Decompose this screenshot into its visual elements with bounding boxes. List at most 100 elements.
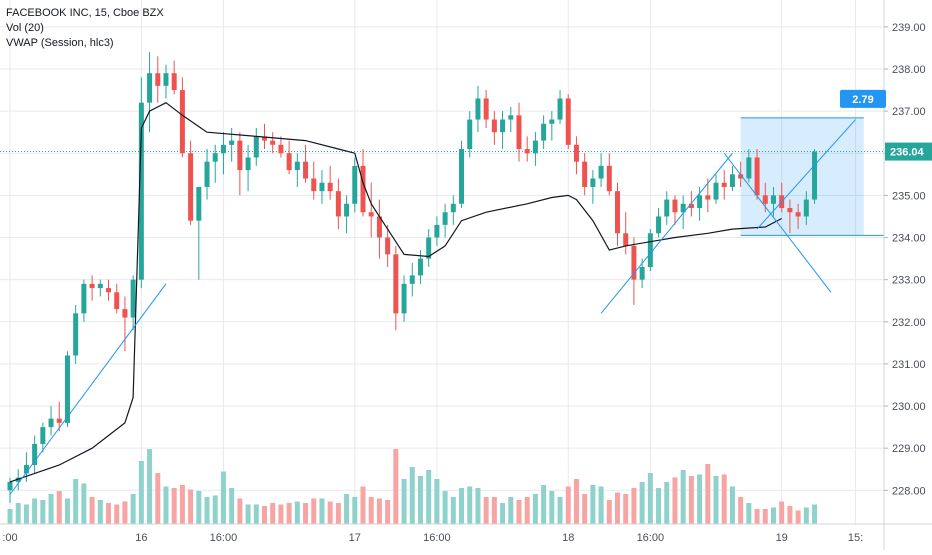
candle-body[interactable] xyxy=(393,254,399,314)
candle-body[interactable] xyxy=(196,186,202,221)
candle-body[interactable] xyxy=(615,191,621,234)
trend-line[interactable] xyxy=(600,152,733,314)
candle-body[interactable] xyxy=(508,115,514,120)
candle-body[interactable] xyxy=(500,119,506,133)
candle-body[interactable] xyxy=(738,174,744,179)
candle-body[interactable] xyxy=(220,144,226,154)
candle-body[interactable] xyxy=(434,224,440,238)
legend-volume[interactable]: Vol (20) xyxy=(6,22,44,34)
candle-body[interactable] xyxy=(376,216,382,238)
candle-body[interactable] xyxy=(557,98,563,120)
candle-body[interactable] xyxy=(812,151,818,200)
candle-body[interactable] xyxy=(278,144,284,154)
candle-body[interactable] xyxy=(541,123,547,141)
legend-symbol[interactable]: FACEBOOK INC, 15, Cboe BZX xyxy=(6,7,164,19)
candle-body[interactable] xyxy=(409,275,415,284)
candle-body[interactable] xyxy=(656,216,662,234)
trend-line[interactable] xyxy=(756,119,856,230)
candle-body[interactable] xyxy=(631,245,637,280)
candle-body[interactable] xyxy=(385,237,391,255)
candle-body[interactable] xyxy=(729,174,735,187)
legend-vwap[interactable]: VWAP (Session, hlc3) xyxy=(6,37,114,49)
candle-body[interactable] xyxy=(762,195,768,204)
candle-body[interactable] xyxy=(467,119,473,150)
candle-body[interactable] xyxy=(721,182,727,187)
candle-body[interactable] xyxy=(606,165,612,192)
candle-body[interactable] xyxy=(130,279,136,318)
candle-body[interactable] xyxy=(672,199,678,213)
candle-body[interactable] xyxy=(286,153,292,171)
trend-line[interactable] xyxy=(9,283,167,495)
candle-body[interactable] xyxy=(754,157,760,196)
candle-body[interactable] xyxy=(664,199,670,217)
candle-body[interactable] xyxy=(155,73,161,86)
candle-body[interactable] xyxy=(475,98,481,120)
candle-body[interactable] xyxy=(524,149,530,154)
candle-body[interactable] xyxy=(261,136,267,141)
candle-body[interactable] xyxy=(56,418,62,423)
candle-body[interactable] xyxy=(639,267,645,280)
candle-body[interactable] xyxy=(335,191,341,217)
candle-body[interactable] xyxy=(770,195,776,204)
candle-body[interactable] xyxy=(64,355,70,423)
candle-body[interactable] xyxy=(787,208,793,213)
candle-body[interactable] xyxy=(516,115,522,150)
candle-body[interactable] xyxy=(647,233,653,267)
candle-body[interactable] xyxy=(106,288,112,293)
candle-body[interactable] xyxy=(204,161,210,187)
candle-body[interactable] xyxy=(114,292,120,310)
candle-body[interactable] xyxy=(171,73,177,91)
candle-body[interactable] xyxy=(697,195,703,209)
candle-body[interactable] xyxy=(319,182,325,192)
measure-box[interactable] xyxy=(740,117,864,236)
candle-body[interactable] xyxy=(795,212,801,217)
candle-body[interactable] xyxy=(344,203,350,217)
candle-body[interactable] xyxy=(623,233,629,246)
candle-body[interactable] xyxy=(73,313,79,356)
candle-body[interactable] xyxy=(368,212,374,217)
candle-body[interactable] xyxy=(147,73,153,103)
candle-body[interactable] xyxy=(360,165,366,213)
candle-body[interactable] xyxy=(705,195,711,200)
candle-body[interactable] xyxy=(97,283,103,289)
candle-body[interactable] xyxy=(32,443,38,466)
candle-body[interactable] xyxy=(270,140,276,145)
candle-body[interactable] xyxy=(549,119,555,124)
candle-body[interactable] xyxy=(212,153,218,162)
measure-badge[interactable] xyxy=(840,89,886,108)
candle-body[interactable] xyxy=(138,102,144,280)
candle-body[interactable] xyxy=(245,157,251,171)
candle-body[interactable] xyxy=(237,140,243,171)
candle-body[interactable] xyxy=(680,203,686,213)
candle-body[interactable] xyxy=(532,140,538,154)
candle-body[interactable] xyxy=(426,237,432,259)
vwap-line[interactable] xyxy=(9,101,782,483)
candle-body[interactable] xyxy=(713,182,719,200)
candle-body[interactable] xyxy=(417,258,423,276)
candle-body[interactable] xyxy=(303,161,309,179)
candle-body[interactable] xyxy=(401,283,407,314)
candle-body[interactable] xyxy=(253,136,259,158)
candle-body[interactable] xyxy=(188,153,194,221)
candle-body[interactable] xyxy=(294,161,300,171)
candle-body[interactable] xyxy=(598,165,604,179)
candle-body[interactable] xyxy=(122,309,128,318)
candle-body[interactable] xyxy=(311,178,317,192)
candle-body[interactable] xyxy=(573,144,579,162)
candle-body[interactable] xyxy=(450,203,456,213)
candle-body[interactable] xyxy=(483,98,489,120)
candle-body[interactable] xyxy=(491,119,497,133)
candle-body[interactable] xyxy=(688,203,694,209)
candle-body[interactable] xyxy=(582,161,588,187)
candle-body[interactable] xyxy=(327,182,333,192)
candle-body[interactable] xyxy=(459,149,465,204)
candle-body[interactable] xyxy=(746,157,752,179)
candle-body[interactable] xyxy=(590,178,596,187)
candle-body[interactable] xyxy=(229,140,235,145)
candle-body[interactable] xyxy=(442,212,448,225)
candle-body[interactable] xyxy=(40,427,46,444)
candle-body[interactable] xyxy=(89,283,95,289)
candle-body[interactable] xyxy=(352,165,358,204)
